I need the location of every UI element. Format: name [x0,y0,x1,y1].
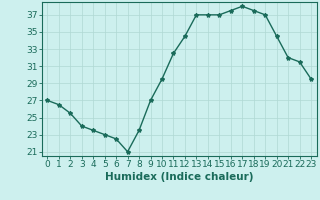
X-axis label: Humidex (Indice chaleur): Humidex (Indice chaleur) [105,172,253,182]
